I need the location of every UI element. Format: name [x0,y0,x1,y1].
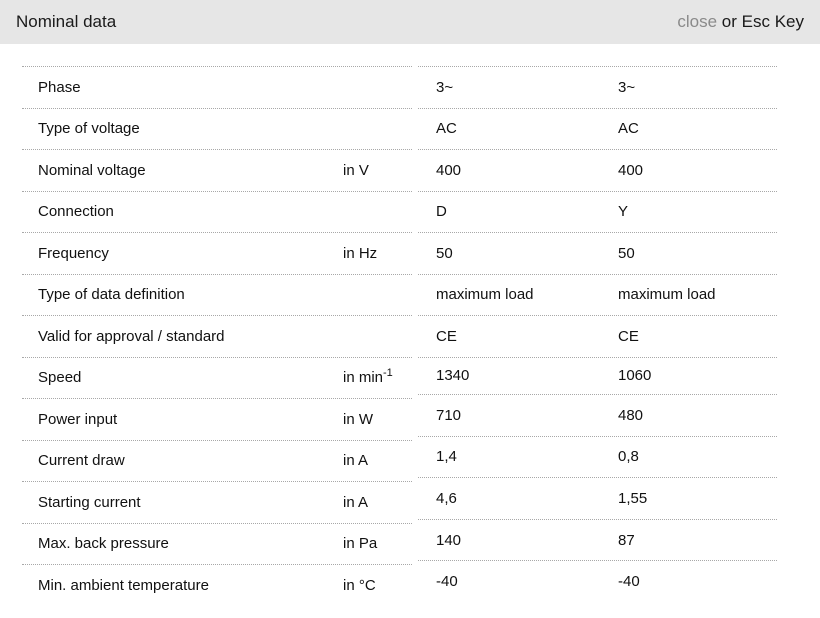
row-unit: in V [343,161,369,179]
table-row: Nominal voltage in V [22,149,412,191]
value-row: AC AC [418,107,777,150]
table-row: Phase [22,66,412,108]
row-label: Current draw [38,452,125,470]
header-bar: Nominal data close or Esc Key [0,0,820,44]
row-label: Speed [38,369,82,387]
row-label: Type of data definition [38,286,185,304]
values-column: 3~ 3~ AC AC 400 400 D Y 50 50 maximum lo… [418,66,777,606]
labels-column: Phase Type of voltage Nominal voltage in… [22,66,412,606]
table-row: Starting current in A [22,481,412,523]
close-hint: or Esc Key [717,12,804,31]
value-cell: 400 [436,161,462,179]
value-row: D Y [418,190,777,233]
value-row: 1,4 0,8 [418,435,777,478]
row-unit: in A [343,493,369,511]
value-cell: AC [618,120,639,138]
table-row: Frequency in Hz [22,232,412,274]
row-unit: in min-1 [343,367,393,387]
close-area: close or Esc Key [677,12,804,32]
table-row: Min. ambient temperature in °C [22,564,412,606]
row-label: Nominal voltage [38,161,146,179]
value-cell: CE [436,327,457,345]
row-label: Valid for approval / standard [38,327,225,345]
value-cell: 1060 [618,367,652,385]
value-row: 4,6 1,55 [418,477,777,519]
value-row: 1340 1060 [418,356,777,395]
row-label: Min. ambient temperature [38,576,209,594]
table-row: Type of voltage [22,107,412,150]
row-unit: in A [343,452,369,470]
row-unit: in Pa [343,535,378,553]
page-title: Nominal data [16,12,117,31]
value-cell: maximum load [618,286,716,304]
table-row: Valid for approval / standard [22,315,412,357]
table-row: Connection [22,190,412,233]
nominal-data-table: Phase Type of voltage Nominal voltage in… [0,44,820,606]
value-cell: 3~ [436,78,454,96]
value-cell: Y [618,203,629,221]
value-cell: 710 [436,406,462,424]
value-cell: 4,6 [436,489,457,507]
value-cell: 1,55 [618,489,648,507]
table-row: Current draw in A [22,439,412,482]
row-label: Type of voltage [38,120,140,138]
value-cell: CE [618,327,639,345]
value-cell: 50 [618,244,635,262]
value-row: -40 -40 [418,560,777,602]
row-label: Max. back pressure [38,535,169,553]
value-cell: maximum load [436,286,534,304]
row-label: Connection [38,203,114,221]
close-button[interactable]: close [677,12,718,31]
row-label: Phase [38,78,81,96]
row-label: Starting current [38,493,141,511]
value-cell: 1340 [436,367,470,385]
value-cell: -40 [618,573,640,591]
value-cell: 87 [618,531,635,549]
value-cell: 480 [618,406,644,424]
value-cell: D [436,203,447,221]
row-label: Frequency [38,244,109,262]
table-row: Max. back pressure in Pa [22,522,412,565]
value-cell: 3~ [618,78,636,96]
value-row: CE CE [418,315,777,357]
value-row: 3~ 3~ [418,66,777,108]
table-row: Type of data definition [22,273,412,316]
row-label: Power input [38,410,118,428]
value-cell: 50 [436,244,453,262]
row-unit: in W [343,410,373,428]
value-row: 50 50 [418,232,777,274]
value-row: 710 480 [418,394,777,436]
value-cell: AC [436,120,457,138]
value-row: 140 87 [418,518,777,561]
row-unit: in Hz [343,244,378,262]
table-row: Power input in W [22,398,412,440]
table-row: Speed in min-1 [22,356,412,399]
row-unit: in °C [343,576,376,594]
value-cell: -40 [436,573,458,591]
value-row: maximum load maximum load [418,273,777,316]
value-row: 400 400 [418,149,777,191]
value-cell: 140 [436,531,462,549]
value-cell: 400 [618,161,644,179]
value-cell: 0,8 [618,448,639,466]
value-cell: 1,4 [436,448,457,466]
